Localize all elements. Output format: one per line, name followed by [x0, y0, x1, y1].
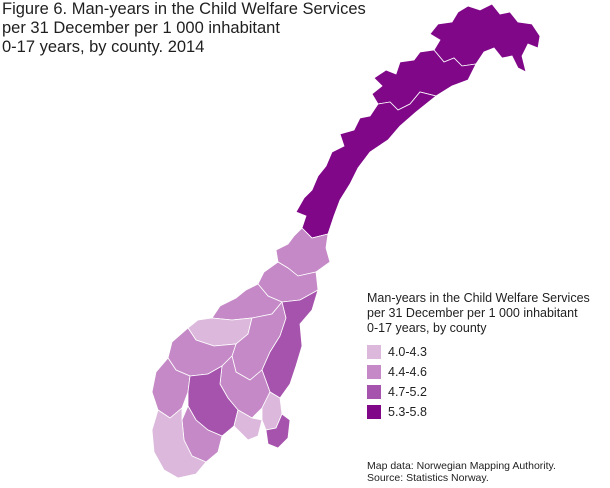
region-finnmark [429, 3, 541, 73]
legend-item-label: 4.0-4.3 [388, 344, 427, 359]
region-vest-agder [151, 407, 207, 479]
legend-item: 5.3-5.8 [367, 402, 607, 422]
legend-swatch [367, 385, 381, 399]
legend-swatch [367, 345, 381, 359]
region-hedmark [261, 289, 319, 399]
region-ostfold [265, 413, 291, 449]
legend-item-label: 4.7-5.2 [388, 384, 427, 399]
legend-swatch [367, 405, 381, 419]
source-line-1: Map data: Norwegian Mapping Authority. [367, 460, 556, 472]
legend-title-line-3: 0-17 years, by county [367, 321, 487, 335]
title-line-3: 0-17 years, by county. 2014 [2, 38, 205, 56]
title-line-1: Figure 6. Man-years in the Child Welfare… [2, 0, 366, 18]
map-legend: Man-years in the Child Welfare Services … [367, 291, 607, 422]
legend-item: 4.7-5.2 [367, 382, 607, 402]
legend-title-line-2: per 31 December per 1 000 inhabitant [367, 306, 578, 320]
legend-swatch [367, 365, 381, 379]
region-nordland [295, 91, 437, 239]
region-vestfold [233, 409, 263, 441]
legend-item: 4.0-4.3 [367, 342, 607, 362]
legend-title: Man-years in the Child Welfare Services … [367, 291, 607, 336]
legend-items: 4.0-4.3 4.4-4.6 4.7-5.2 5.3-5.8 [367, 342, 607, 422]
source-note: Map data: Norwegian Mapping Authority. S… [367, 460, 607, 484]
legend-item-label: 4.4-4.6 [388, 364, 427, 379]
legend-item-label: 5.3-5.8 [388, 404, 427, 419]
figure-title: Figure 6. Man-years in the Child Welfare… [2, 0, 382, 57]
legend-item: 4.4-4.6 [367, 362, 607, 382]
source-line-2: Source: Statistics Norway. [367, 472, 489, 484]
title-line-2: per 31 December per 1 000 inhabitant [2, 19, 280, 37]
legend-title-line-1: Man-years in the Child Welfare Services [367, 291, 590, 305]
